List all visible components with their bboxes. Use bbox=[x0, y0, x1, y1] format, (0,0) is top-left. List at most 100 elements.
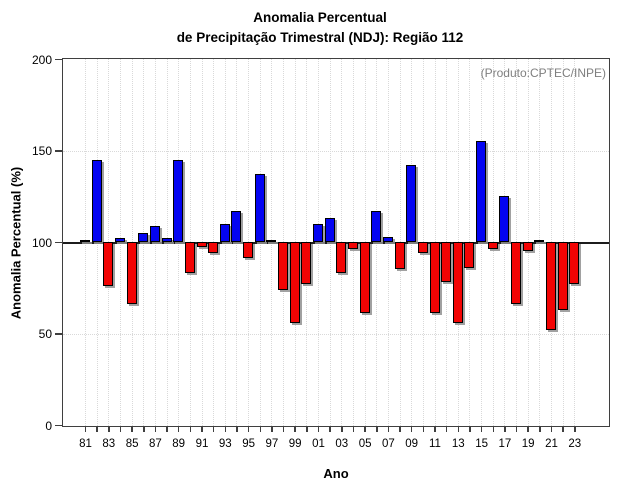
x-tick-07 bbox=[387, 427, 390, 432]
x-tick-03 bbox=[341, 427, 343, 432]
x-tick-label-07: 07 bbox=[381, 438, 395, 450]
x-tick-16 bbox=[492, 427, 494, 432]
y-tick-label-100: 100 bbox=[31, 235, 52, 250]
bar-00 bbox=[301, 242, 312, 285]
x-tick-label-13: 13 bbox=[451, 438, 465, 450]
x-tick-label-15: 15 bbox=[475, 438, 488, 450]
bar-13 bbox=[452, 242, 463, 323]
x-tick-17 bbox=[504, 427, 506, 432]
x-tick-20 bbox=[539, 427, 541, 432]
y-tick-200 bbox=[55, 58, 62, 61]
y-tick-100 bbox=[55, 241, 62, 244]
x-tick-label-21: 21 bbox=[545, 438, 558, 450]
x-tick-label-17: 17 bbox=[498, 438, 512, 450]
x-tick-06 bbox=[376, 427, 378, 432]
x-tick-08 bbox=[399, 427, 401, 432]
x-tick-23 bbox=[574, 427, 576, 432]
bar-91 bbox=[196, 242, 207, 248]
x-tick-19 bbox=[527, 427, 529, 432]
x-tick-label-97: 97 bbox=[265, 438, 279, 450]
x-tick-label-11: 11 bbox=[429, 438, 441, 450]
source-annotation: (Produto:CPTEC/INPE) bbox=[480, 66, 606, 80]
bar-03 bbox=[336, 242, 347, 274]
x-tick-94 bbox=[236, 427, 238, 432]
bar-86 bbox=[138, 232, 149, 242]
bar-98 bbox=[278, 242, 289, 290]
x-tick-13 bbox=[457, 427, 460, 432]
bar-93 bbox=[219, 223, 230, 242]
x-tick-label-23: 23 bbox=[568, 438, 582, 450]
bar-12 bbox=[441, 242, 452, 283]
bar-21 bbox=[546, 242, 556, 330]
x-tick-label-91: 91 bbox=[195, 438, 209, 450]
bar-01 bbox=[313, 223, 323, 242]
x-tick-10 bbox=[422, 427, 425, 432]
bar-92 bbox=[208, 242, 219, 253]
bar-84 bbox=[114, 238, 125, 242]
x-tick-83 bbox=[108, 427, 110, 432]
y-tick-150 bbox=[55, 150, 62, 152]
x-tick-22 bbox=[562, 427, 564, 432]
x-tick-label-05: 05 bbox=[358, 438, 372, 450]
bar-05 bbox=[359, 242, 370, 314]
bar-09 bbox=[406, 165, 417, 242]
bar-85 bbox=[126, 242, 137, 305]
x-tick-00 bbox=[306, 427, 308, 432]
x-tick-98 bbox=[282, 427, 285, 432]
x-tick-14 bbox=[469, 427, 471, 432]
x-tick-87 bbox=[154, 427, 157, 432]
bar-07 bbox=[382, 236, 393, 242]
x-tick-label-03: 03 bbox=[335, 438, 349, 450]
x-tick-21 bbox=[550, 427, 553, 432]
x-tick-11 bbox=[434, 427, 436, 432]
chart-title-line2: de Precipitação Trimestral (NDJ): Região… bbox=[176, 30, 464, 45]
y-tick-label-150: 150 bbox=[31, 144, 52, 158]
y-tick-label-0: 0 bbox=[45, 418, 52, 433]
x-tick-89 bbox=[177, 427, 180, 432]
baseline-100 bbox=[63, 242, 609, 244]
bar-10 bbox=[417, 242, 428, 253]
bar-88 bbox=[161, 238, 172, 242]
y-tick-label-200: 200 bbox=[31, 52, 52, 67]
y-tick-label-50: 50 bbox=[38, 327, 52, 341]
bar-14 bbox=[464, 242, 475, 268]
bar-96 bbox=[254, 174, 265, 242]
x-axis-label: Ano bbox=[323, 466, 349, 481]
x-tick-85 bbox=[131, 427, 133, 432]
x-tick-97 bbox=[271, 427, 273, 432]
x-tick-86 bbox=[143, 427, 145, 432]
bar-99 bbox=[289, 242, 300, 323]
bar-18 bbox=[511, 242, 522, 305]
x-tick-label-83: 83 bbox=[102, 438, 116, 450]
bar-15 bbox=[476, 141, 487, 242]
x-tick-label-19: 19 bbox=[521, 438, 535, 450]
x-tick-81 bbox=[84, 427, 87, 432]
x-tick-92 bbox=[212, 427, 215, 432]
x-tick-15 bbox=[480, 427, 483, 432]
x-tick-12 bbox=[445, 427, 448, 432]
bar-06 bbox=[371, 210, 382, 242]
bar-11 bbox=[429, 242, 440, 314]
x-tick-96 bbox=[259, 427, 261, 432]
x-tick-label-95: 95 bbox=[242, 438, 255, 450]
bar-23 bbox=[569, 242, 580, 285]
x-tick-label-89: 89 bbox=[172, 438, 186, 450]
x-tick-label-87: 87 bbox=[148, 438, 162, 450]
x-tick-09 bbox=[410, 427, 413, 432]
x-tick-label-93: 93 bbox=[218, 438, 232, 450]
x-tick-05 bbox=[364, 427, 366, 432]
bar-17 bbox=[499, 196, 510, 242]
x-tick-02 bbox=[329, 427, 331, 432]
bar-22 bbox=[557, 242, 568, 310]
plot-area bbox=[62, 58, 610, 427]
horizontal-gridline bbox=[63, 333, 609, 335]
bar-97 bbox=[266, 240, 277, 243]
y-tick-0 bbox=[55, 424, 62, 427]
bar-87 bbox=[149, 225, 160, 242]
bar-90 bbox=[184, 242, 195, 274]
x-tick-99 bbox=[294, 427, 296, 432]
x-tick-82 bbox=[96, 427, 98, 432]
bar-83 bbox=[103, 242, 114, 286]
x-tick-91 bbox=[201, 427, 203, 432]
